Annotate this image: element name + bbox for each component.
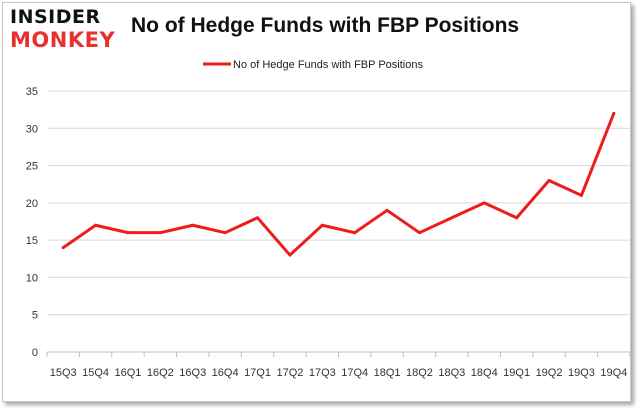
- data-point: [579, 193, 583, 197]
- x-tick-label: 16Q2: [147, 367, 174, 379]
- y-tick-label: 10: [26, 272, 38, 284]
- y-tick-label: 20: [26, 198, 38, 210]
- y-tick-label: 35: [26, 86, 38, 98]
- series-line: [61, 111, 616, 257]
- x-tick-label: 18Q2: [406, 367, 433, 379]
- chart-title: No of Hedge Funds with FBP Positions: [131, 14, 520, 37]
- x-tick-label: 17Q2: [276, 367, 303, 379]
- data-point: [158, 231, 162, 235]
- data-point: [320, 223, 324, 227]
- data-point: [612, 111, 616, 115]
- x-tick-label: 19Q4: [600, 367, 627, 379]
- legend-label: No of Hedge Funds with FBP Positions: [233, 59, 423, 71]
- x-tick-label: 16Q3: [179, 367, 206, 379]
- insider-monkey-logo: INSIDER MONKEY: [10, 4, 118, 52]
- y-tick-label: 25: [26, 161, 38, 173]
- data-point: [94, 223, 98, 227]
- x-tick-label: 16Q1: [115, 367, 142, 379]
- x-tick-label: 19Q1: [503, 367, 530, 379]
- logo-line-monkey: MONKEY: [10, 28, 116, 52]
- data-point: [191, 223, 195, 227]
- data-point: [482, 201, 486, 205]
- x-tick-label: 18Q4: [471, 367, 498, 379]
- logo-line-insider: INSIDER: [10, 6, 101, 28]
- x-tick-label: 16Q4: [212, 367, 239, 379]
- data-point: [450, 216, 454, 220]
- y-tick-label: 15: [26, 235, 38, 247]
- data-point: [353, 231, 357, 235]
- y-tick-label: 0: [32, 347, 38, 359]
- data-point: [288, 253, 292, 257]
- x-tick-label: 17Q1: [244, 367, 271, 379]
- x-tick-label: 18Q3: [438, 367, 465, 379]
- x-tick-label: 15Q3: [50, 367, 77, 379]
- y-tick-label: 30: [26, 123, 38, 135]
- data-point: [385, 208, 389, 212]
- data-point: [515, 216, 519, 220]
- x-tick-label: 19Q2: [536, 367, 563, 379]
- x-tick-label: 19Q3: [568, 367, 595, 379]
- x-tick-label: 15Q4: [82, 367, 109, 379]
- chart-frame: [2, 2, 631, 402]
- x-tick-label: 17Q3: [309, 367, 336, 379]
- x-tick-label: 18Q1: [374, 367, 401, 379]
- data-point: [223, 231, 227, 235]
- data-point: [126, 231, 130, 235]
- data-point: [417, 231, 421, 235]
- y-tick-label: 5: [32, 310, 38, 322]
- data-point: [61, 246, 65, 250]
- data-point: [547, 178, 551, 182]
- data-point: [256, 216, 260, 220]
- x-tick-label: 17Q4: [341, 367, 368, 379]
